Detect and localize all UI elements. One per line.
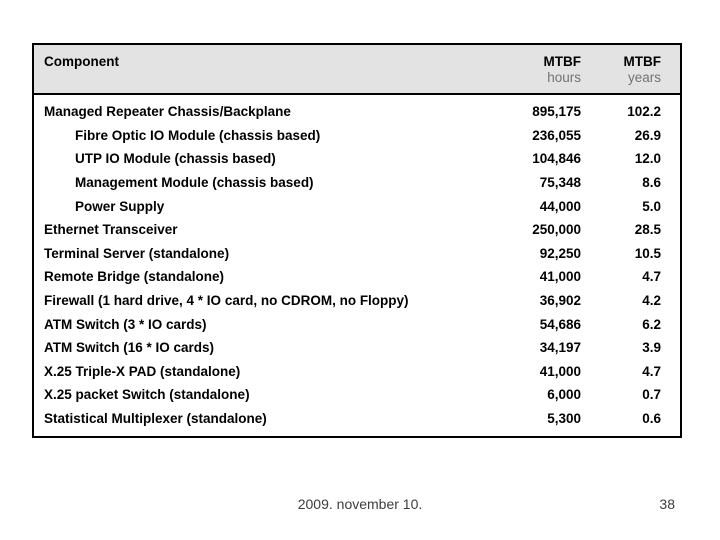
table-row: Remote Bridge (standalone) 41,000 4.7 xyxy=(34,265,680,289)
table-row: Management Module (chassis based) 75,348 8… xyxy=(34,171,680,195)
mtbf-hours-cell: 5,300 xyxy=(547,411,581,427)
component-name-cell: Statistical Multiplexer (standalone) xyxy=(44,411,267,427)
mtbf-years-cell: 3.9 xyxy=(642,340,661,356)
component-name-cell: UTP IO Module (chassis based) xyxy=(75,151,276,167)
header-mtbf-years-unit: years xyxy=(627,70,661,85)
component-name-cell: Fibre Optic IO Module (chassis based) xyxy=(75,127,321,143)
component-name-cell: Terminal Server (standalone) xyxy=(44,245,230,261)
mtbf-years-cell: 0.6 xyxy=(642,411,661,427)
component-name-cell: Managed Repeater Chassis/Backplane xyxy=(44,104,291,120)
mtbf-hours-cell: 6,000 xyxy=(547,387,581,403)
table-row: Terminal Server (standalone) 92,250 10.5 xyxy=(34,242,680,266)
table-row: ATM Switch (16 * IO cards) 34,197 3.9 xyxy=(34,336,680,360)
mtbf-years-cell: 102.2 xyxy=(627,104,661,120)
mtbf-years-cell: 6.2 xyxy=(642,316,661,332)
mtbf-years-cell: 12.0 xyxy=(634,151,661,167)
component-name-cell: Remote Bridge (standalone) xyxy=(44,269,225,285)
table-row: Fibre Optic IO Module (chassis based) 236… xyxy=(34,124,680,148)
header-mtbf-years-title: MTBF xyxy=(623,54,662,69)
mtbf-years-cell: 10.5 xyxy=(634,245,661,261)
component-name-cell: Ethernet Transceiver xyxy=(44,222,178,238)
mtbf-years-cell: 4.2 xyxy=(642,293,661,309)
table-row: Managed Repeater Chassis/Backplane 895,17… xyxy=(34,100,680,124)
component-name-cell: Power Supply xyxy=(75,198,165,214)
header-mtbf-hours: MTBF hours xyxy=(491,54,582,87)
slide-footer-date: 2009. november 10. xyxy=(297,496,423,512)
mtbf-hours-cell: 236,055 xyxy=(532,127,581,143)
table-row: Statistical Multiplexer (standalone) 5,30… xyxy=(34,407,680,431)
mtbf-hours-cell: 104,846 xyxy=(532,151,581,167)
component-name-cell: X.25 Triple-X PAD (standalone) xyxy=(44,363,241,379)
mtbf-hours-cell: 36,902 xyxy=(539,293,581,309)
table-row: Power Supply 44,000 5.0 xyxy=(34,194,680,218)
mtbf-years-cell: 28.5 xyxy=(634,222,661,238)
mtbf-hours-cell: 54,686 xyxy=(539,316,581,332)
table-row: Firewall (1 hard drive, 4 * IO card, no … xyxy=(34,289,680,313)
header-mtbf-hours-title: MTBF xyxy=(543,54,582,69)
mtbf-hours-cell: 44,000 xyxy=(539,198,581,214)
mtbf-hours-cell: 41,000 xyxy=(539,269,581,285)
mtbf-hours-cell: 34,197 xyxy=(539,340,581,356)
slide-page-number: 38 xyxy=(659,496,675,512)
mtbf-hours-cell: 92,250 xyxy=(539,245,581,261)
mtbf-hours-cell: 895,175 xyxy=(532,104,581,120)
component-name-cell: Management Module (chassis based) xyxy=(75,175,314,191)
mtbf-hours-cell: 41,000 xyxy=(539,363,581,379)
component-name-cell: ATM Switch (16 * IO cards) xyxy=(44,340,215,356)
component-name-cell: Firewall (1 hard drive, 4 * IO card, no … xyxy=(44,293,409,309)
table-header-row: Component MTBF hours MTBF years xyxy=(34,45,680,95)
header-mtbf-hours-unit: hours xyxy=(547,70,581,85)
table-row: UTP IO Module (chassis based) 104,846 12.0 xyxy=(34,147,680,171)
mtbf-years-cell: 5.0 xyxy=(642,198,661,214)
table-row: Ethernet Transceiver 250,000 28.5 xyxy=(34,218,680,242)
mtbf-years-cell: 0.7 xyxy=(642,387,661,403)
mtbf-years-cell: 4.7 xyxy=(642,363,661,379)
table-row: ATM Switch (3 * IO cards) 54,686 6.2 xyxy=(34,312,680,336)
table-row: X.25 Triple-X PAD (standalone) 41,000 4.7 xyxy=(34,360,680,384)
header-mtbf-years: MTBF years xyxy=(581,54,662,87)
table-row: X.25 packet Switch (standalone) 6,000 0.7 xyxy=(34,383,680,407)
mtbf-hours-cell: 250,000 xyxy=(532,222,581,238)
mtbf-years-cell: 26.9 xyxy=(634,127,661,143)
mtbf-years-cell: 4.7 xyxy=(642,269,661,285)
header-component: Component xyxy=(44,54,119,69)
component-name-cell: X.25 packet Switch (standalone) xyxy=(44,387,250,403)
component-name-cell: ATM Switch (3 * IO cards) xyxy=(44,316,207,332)
mtbf-years-cell: 8.6 xyxy=(642,175,661,191)
table-body: Managed Repeater Chassis/Backplane 895,17… xyxy=(34,95,680,430)
mtbf-hours-cell: 75,348 xyxy=(539,175,581,191)
mtbf-table: Component MTBF hours MTBF years Managed … xyxy=(32,43,682,438)
